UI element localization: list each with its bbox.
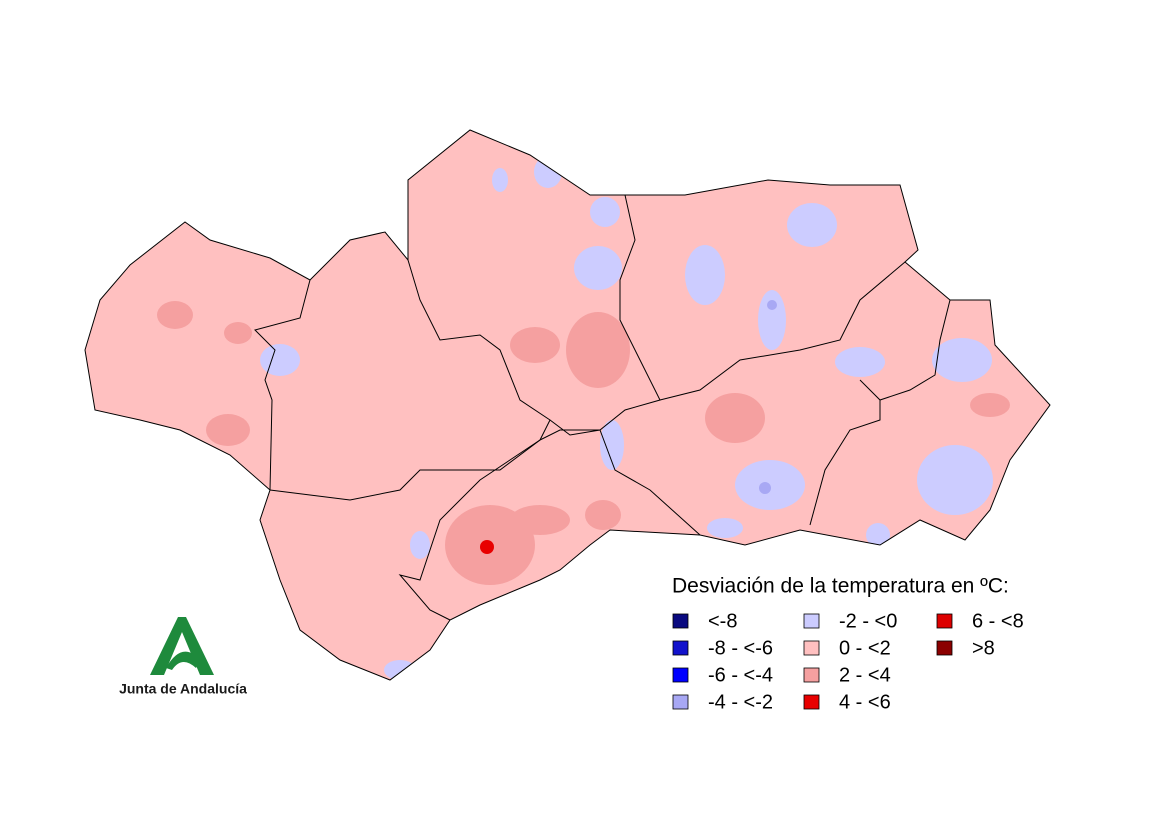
logo-mark-curve <box>166 651 200 670</box>
legend-label: 2 - <4 <box>839 664 891 686</box>
legend-label: -8 - <-6 <box>708 637 773 659</box>
legend-label: -4 - <-2 <box>708 691 773 713</box>
legend: Desviación de la temperatura en ºC: <-8 -… <box>672 575 1024 714</box>
region-fill <box>85 130 1050 680</box>
legend-swatch <box>803 613 820 629</box>
legend-swatch <box>672 613 689 629</box>
legend-swatch <box>803 640 820 656</box>
logo-mark <box>150 617 214 675</box>
legend-swatch <box>803 667 820 683</box>
legend-swatch <box>936 640 953 656</box>
legend-title: Desviación de la temperatura en ºC: <box>672 575 1009 598</box>
logo: Junta de Andalucía <box>119 617 247 697</box>
legend-label: 6 - <8 <box>972 610 1024 632</box>
legend-swatch <box>803 694 820 710</box>
legend-swatch <box>936 613 953 629</box>
legend-swatch <box>672 640 689 656</box>
legend-label: -2 - <0 <box>839 610 897 632</box>
logo-text: Junta de Andalucía <box>119 681 247 697</box>
legend-label: >8 <box>972 637 995 659</box>
province-borders <box>254 194 951 621</box>
legend-label: -6 - <-4 <box>708 664 773 686</box>
anomaly-patches <box>157 156 1010 680</box>
region-outline <box>84 129 1051 681</box>
legend-label: 0 - <2 <box>839 637 891 659</box>
legend-swatch <box>672 694 689 710</box>
legend-label: 4 - <6 <box>839 691 891 713</box>
legend-swatch <box>672 667 689 683</box>
map <box>84 129 1051 681</box>
legend-label: <-8 <box>708 610 737 632</box>
